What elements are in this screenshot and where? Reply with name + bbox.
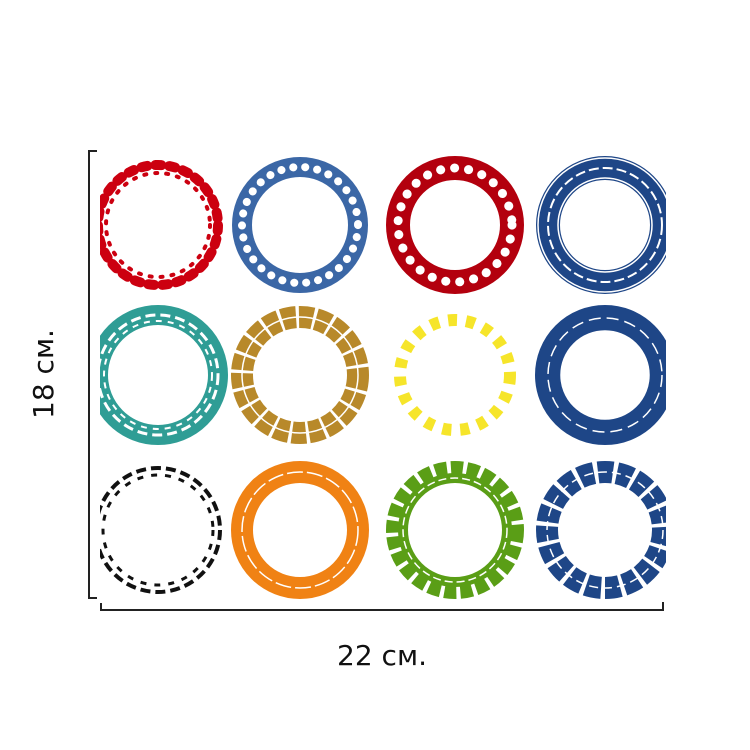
width-bracket (100, 602, 664, 611)
width-label: 22 см. (337, 639, 427, 672)
ring-navy-squares (536, 461, 666, 599)
ring-red-dots (100, 160, 223, 290)
ring-teal-dashes (100, 305, 228, 445)
ring-orange-scallop (231, 461, 369, 599)
stickers (100, 156, 666, 599)
ring-green-triangles (386, 461, 524, 599)
height-bracket (88, 150, 97, 599)
ring-black-dashes (100, 466, 222, 594)
ring-navy-frames (535, 305, 666, 445)
ring-blue-dots (232, 157, 368, 293)
height-label: 18 см. (27, 329, 60, 419)
ring-gold-braid (231, 306, 369, 444)
ring-red-stars (386, 156, 524, 294)
ring-navy-chain (536, 156, 666, 294)
ring-yellow-stars (394, 314, 516, 436)
